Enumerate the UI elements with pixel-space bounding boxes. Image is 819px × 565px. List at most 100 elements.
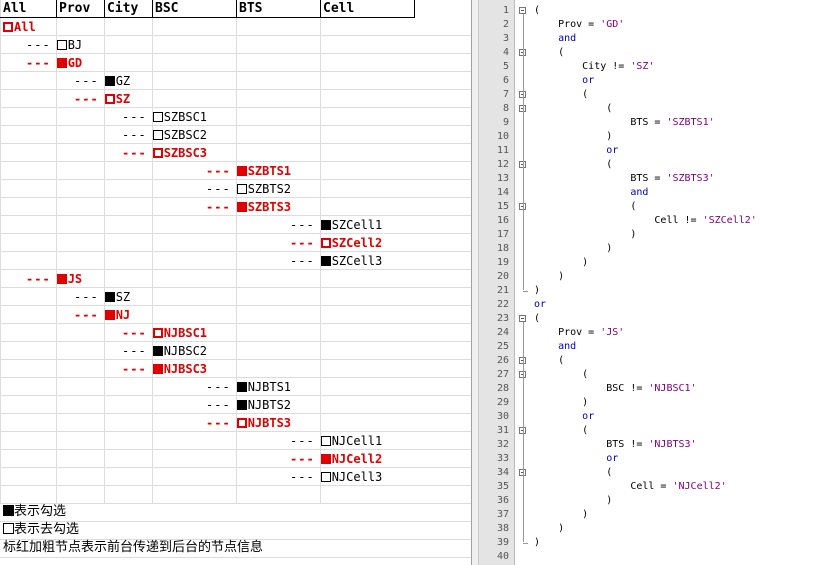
code-line[interactable]: ( [534, 369, 589, 380]
checked-box-icon[interactable] [236, 382, 247, 392]
fold-toggle-icon[interactable] [519, 49, 526, 56]
unchecked-box-icon[interactable] [152, 130, 163, 140]
unchecked-box-icon[interactable] [104, 94, 115, 104]
code-line[interactable]: ( [534, 103, 613, 114]
checked-box-icon[interactable] [320, 220, 331, 230]
unchecked-box-icon[interactable] [3, 22, 13, 32]
code-line[interactable]: ( [534, 89, 589, 100]
column-header-bts[interactable]: BTS [239, 1, 263, 16]
code-editor[interactable]: 1 2 3 4 5 6 7 8 9 10 11 12 13 14 15 16 17 18 19 20 21 22 23 24 2… [479, 0, 819, 565]
tree-node-szcell3[interactable]: --- SZCell3 [290, 252, 382, 270]
fold-toggle-icon[interactable] [519, 7, 526, 14]
unchecked-box-icon[interactable] [236, 418, 247, 428]
code-line[interactable]: Prov = 'JS' [534, 327, 625, 338]
code-line[interactable]: ( [534, 201, 637, 212]
checked-box-icon[interactable] [320, 256, 331, 266]
code-line[interactable]: Cell = 'NJCell2' [534, 481, 727, 492]
unchecked-box-icon[interactable] [320, 436, 331, 446]
code-line[interactable]: ) [534, 271, 565, 282]
tree-node-szbts2[interactable]: --- SZBTS2 [206, 180, 291, 198]
tree-node-njcell2[interactable]: --- NJCell2 [290, 450, 382, 468]
unchecked-box-icon[interactable] [152, 112, 163, 122]
checked-box-icon[interactable] [104, 76, 115, 86]
tree-node-njbsc3[interactable]: --- NJBSC3 [122, 360, 207, 378]
fold-toggle-icon[interactable] [519, 315, 526, 322]
code-line[interactable]: ) [534, 131, 613, 142]
tree-node-sz[interactable]: --- SZ [74, 90, 130, 108]
tree-node-szbsc3[interactable]: --- SZBSC3 [122, 144, 207, 162]
tree-node-szbsc1[interactable]: --- SZBSC1 [122, 108, 207, 126]
unchecked-box-icon[interactable] [152, 328, 163, 338]
code-line[interactable]: ) [534, 243, 613, 254]
column-header-all[interactable]: All [3, 1, 27, 16]
tree-node-njcell3[interactable]: --- NJCell3 [290, 468, 382, 486]
checked-box-icon[interactable] [320, 454, 331, 464]
code-line[interactable]: ) [534, 537, 541, 548]
code-line[interactable]: or [606, 453, 619, 464]
tree-node-nj[interactable]: --- NJ [74, 306, 130, 324]
pane-splitter[interactable] [471, 0, 479, 565]
fold-margin[interactable] [516, 0, 530, 565]
checked-box-icon[interactable] [236, 400, 247, 410]
code-line[interactable]: ) [534, 257, 589, 268]
code-line[interactable]: ) [534, 229, 637, 240]
tree-node-szbsc2[interactable]: --- SZBSC2 [122, 126, 207, 144]
tree-node-njcell1[interactable]: --- NJCell1 [290, 432, 382, 450]
fold-toggle-icon[interactable] [519, 469, 526, 476]
code-line[interactable]: or [534, 299, 547, 310]
tree-node-szcell2[interactable]: --- SZCell2 [290, 234, 382, 252]
code-line[interactable]: BTS = 'SZBTS1' [534, 117, 715, 128]
fold-toggle-icon[interactable] [519, 91, 526, 98]
column-header-cell[interactable]: Cell [323, 1, 355, 16]
code-line[interactable]: or [582, 411, 595, 422]
code-line[interactable]: ) [534, 523, 565, 534]
tree-node-bj[interactable]: --- BJ [26, 36, 82, 54]
code-line[interactable]: or [606, 145, 619, 156]
tree-node-gz[interactable]: --- GZ [74, 72, 130, 90]
checked-box-icon[interactable] [104, 310, 115, 320]
code-line[interactable]: ) [534, 509, 589, 520]
code-line[interactable]: ( [534, 47, 565, 58]
fold-toggle-icon[interactable] [519, 203, 526, 210]
code-line[interactable]: Cell != 'SZCell2' [534, 215, 757, 226]
code-line[interactable]: ( [534, 159, 613, 170]
code-line[interactable]: and [630, 187, 649, 198]
tree-node-sz[interactable]: --- SZ [74, 288, 130, 306]
code-line[interactable]: BSC != 'NJBSC1' [534, 383, 697, 394]
unchecked-box-icon[interactable] [152, 148, 163, 158]
code-line[interactable]: ( [534, 425, 589, 436]
tree-node-szcell1[interactable]: --- SZCell1 [290, 216, 382, 234]
code-line[interactable]: ( [534, 313, 541, 324]
tree-node-njbsc1[interactable]: --- NJBSC1 [122, 324, 207, 342]
code-line[interactable]: BTS != 'NJBTS3' [534, 439, 697, 450]
tree-node-njbts3[interactable]: --- NJBTS3 [206, 414, 291, 432]
fold-toggle-icon[interactable] [519, 427, 526, 434]
tree-node-gd[interactable]: --- GD [26, 54, 82, 72]
tree-node-njbts2[interactable]: --- NJBTS2 [206, 396, 291, 414]
code-line[interactable]: and [558, 33, 577, 44]
checked-box-icon[interactable] [236, 166, 247, 176]
tree-node-szbts1[interactable]: --- SZBTS1 [206, 162, 291, 180]
checked-box-icon[interactable] [56, 274, 67, 284]
checked-box-icon[interactable] [236, 202, 247, 212]
fold-toggle-icon[interactable] [519, 105, 526, 112]
checked-box-icon[interactable] [152, 346, 163, 356]
tree-node-szbts3[interactable]: --- SZBTS3 [206, 198, 291, 216]
fold-toggle-icon[interactable] [519, 357, 526, 364]
code-line[interactable]: ) [534, 397, 589, 408]
checked-box-icon[interactable] [56, 58, 67, 68]
unchecked-box-icon[interactable] [236, 184, 247, 194]
fold-toggle-icon[interactable] [519, 371, 526, 378]
tree-node-all[interactable]: All [3, 18, 36, 36]
unchecked-box-icon[interactable] [320, 238, 331, 248]
code-line[interactable]: ( [534, 467, 613, 478]
code-line[interactable]: ( [534, 5, 541, 16]
column-header-prov[interactable]: Prov [59, 1, 91, 16]
code-line[interactable]: and [558, 341, 577, 352]
unchecked-box-icon[interactable] [56, 40, 67, 50]
code-line[interactable]: City != 'SZ' [534, 61, 655, 72]
checked-box-icon[interactable] [104, 292, 115, 302]
tree-node-njbsc2[interactable]: --- NJBSC2 [122, 342, 207, 360]
tree-node-js[interactable]: --- JS [26, 270, 82, 288]
column-header-bsc[interactable]: BSC [155, 1, 179, 16]
